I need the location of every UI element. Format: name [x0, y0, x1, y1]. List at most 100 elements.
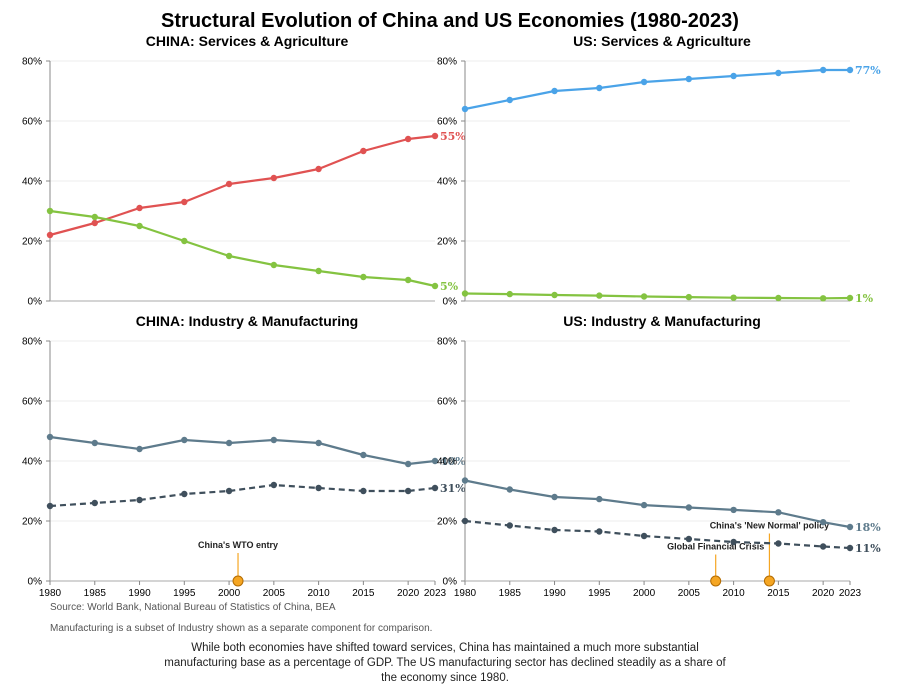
data-point-services: [846, 66, 854, 74]
data-point-industry: [461, 477, 469, 484]
end-label-manufacturing: 31%: [440, 482, 466, 495]
data-point-manufacturing: [270, 481, 278, 489]
data-point-industry: [315, 439, 322, 447]
data-point-manufacturing: [461, 517, 469, 525]
end-label-industry: 40%: [440, 455, 466, 468]
data-point-agriculture: [431, 282, 439, 290]
data-point-agriculture: [685, 293, 693, 301]
x-tick-label: 2010: [722, 588, 745, 599]
data-point-services: [360, 147, 367, 155]
data-point-agriculture: [360, 273, 367, 281]
data-point-services: [730, 72, 737, 80]
data-point-manufacturing: [225, 487, 233, 495]
end-label-industry: 18%: [855, 521, 881, 534]
data-point-industry: [360, 451, 367, 459]
series-line-services: [464, 68, 850, 111]
y-tick-label: 40%: [22, 177, 42, 188]
data-point-services: [136, 204, 143, 212]
data-point-manufacturing: [404, 487, 412, 495]
data-point-services: [181, 198, 188, 206]
data-point-services: [46, 231, 54, 239]
source-note: Source: World Bank, National Bureau of S…: [50, 602, 336, 613]
end-label-services: 77%: [855, 64, 881, 77]
y-tick-label: 20%: [437, 517, 457, 528]
x-tick-label: 2010: [307, 588, 330, 599]
data-point-services: [685, 75, 693, 83]
data-point-agriculture: [596, 292, 603, 299]
y-tick-label: 40%: [22, 457, 42, 468]
y-tick-label: 0%: [28, 577, 43, 588]
series-line-agriculture: [49, 209, 436, 288]
y-tick-label: 80%: [22, 57, 42, 68]
data-point-manufacturing: [846, 544, 854, 552]
y-tick-label: 0%: [443, 297, 458, 308]
data-point-manufacturing: [640, 532, 648, 540]
data-point-industry: [91, 439, 98, 447]
event-label: China's WTO entry: [198, 540, 278, 550]
y-tick-label: 0%: [28, 297, 43, 308]
data-point-agriculture: [846, 294, 854, 302]
series-line-industry: [464, 479, 851, 529]
y-tick-label: 80%: [437, 337, 457, 348]
panel-title: CHINA: Industry & Manufacturing: [136, 313, 358, 329]
data-point-agriculture: [404, 276, 412, 284]
data-point-industry: [819, 519, 827, 526]
data-point-industry: [730, 506, 737, 514]
data-point-services: [551, 87, 558, 95]
data-point-services: [91, 219, 98, 227]
data-point-manufacturing: [136, 496, 143, 504]
event-label: China's 'New Normal' policy: [710, 521, 829, 531]
data-point-manufacturing: [819, 543, 827, 550]
data-point-manufacturing: [91, 499, 98, 507]
data-point-agriculture: [730, 294, 737, 301]
data-point-industry: [685, 504, 693, 511]
y-tick-label: 20%: [22, 237, 42, 248]
x-tick-label: 2005: [263, 588, 286, 599]
data-point-services: [640, 78, 648, 86]
panel-1: CHINA: Services & Agriculture 0% 20% 40% 60%…: [22, 33, 466, 308]
data-point-manufacturing: [315, 484, 322, 492]
end-label-services: 55%: [440, 130, 466, 143]
y-tick-label: 60%: [22, 397, 42, 408]
y-tick-label: 20%: [22, 517, 42, 528]
data-point-manufacturing: [360, 487, 367, 495]
data-point-agriculture: [819, 295, 827, 302]
x-tick-label: 2015: [767, 588, 790, 599]
data-point-services: [225, 180, 233, 188]
data-point-manufacturing: [596, 528, 603, 535]
data-point-services: [819, 66, 827, 74]
end-label-agriculture: 1%: [855, 292, 874, 305]
series-line-industry: [49, 435, 436, 466]
data-point-agriculture: [46, 207, 54, 215]
x-tick-label: 1995: [173, 588, 196, 599]
main-title: Structural Evolution of China and US Eco…: [161, 10, 739, 32]
x-tick-label: 1980: [454, 588, 477, 599]
data-point-agriculture: [91, 213, 98, 221]
event-label: Global Financial Crisis: [667, 542, 764, 552]
data-point-industry: [404, 460, 412, 468]
x-tick-label: 1980: [39, 588, 62, 599]
x-tick-label: 2015: [352, 588, 375, 599]
panel-title: CHINA: Services & Agriculture: [146, 33, 349, 49]
event-marker: [232, 575, 244, 587]
end-label-agriculture: 5%: [440, 280, 459, 293]
y-tick-label: 60%: [437, 117, 457, 128]
data-point-manufacturing: [685, 535, 693, 543]
y-tick-label: 0%: [443, 577, 458, 588]
x-tick-label: 1995: [588, 588, 611, 599]
panel-title: US: Services & Agriculture: [573, 33, 751, 49]
panel-title: US: Industry & Manufacturing: [563, 313, 761, 329]
data-point-agriculture: [136, 222, 143, 230]
event-marker: [710, 575, 722, 587]
data-point-industry: [775, 509, 782, 516]
data-point-services: [461, 105, 469, 113]
series-line-agriculture: [464, 292, 851, 300]
data-point-industry: [136, 445, 143, 453]
data-point-manufacturing: [506, 522, 513, 529]
data-point-services: [506, 96, 513, 104]
data-point-industry: [270, 436, 278, 444]
data-point-industry: [431, 457, 439, 465]
summary-text: While both economies have shifted toward…: [164, 642, 726, 684]
data-point-agriculture: [270, 261, 278, 269]
